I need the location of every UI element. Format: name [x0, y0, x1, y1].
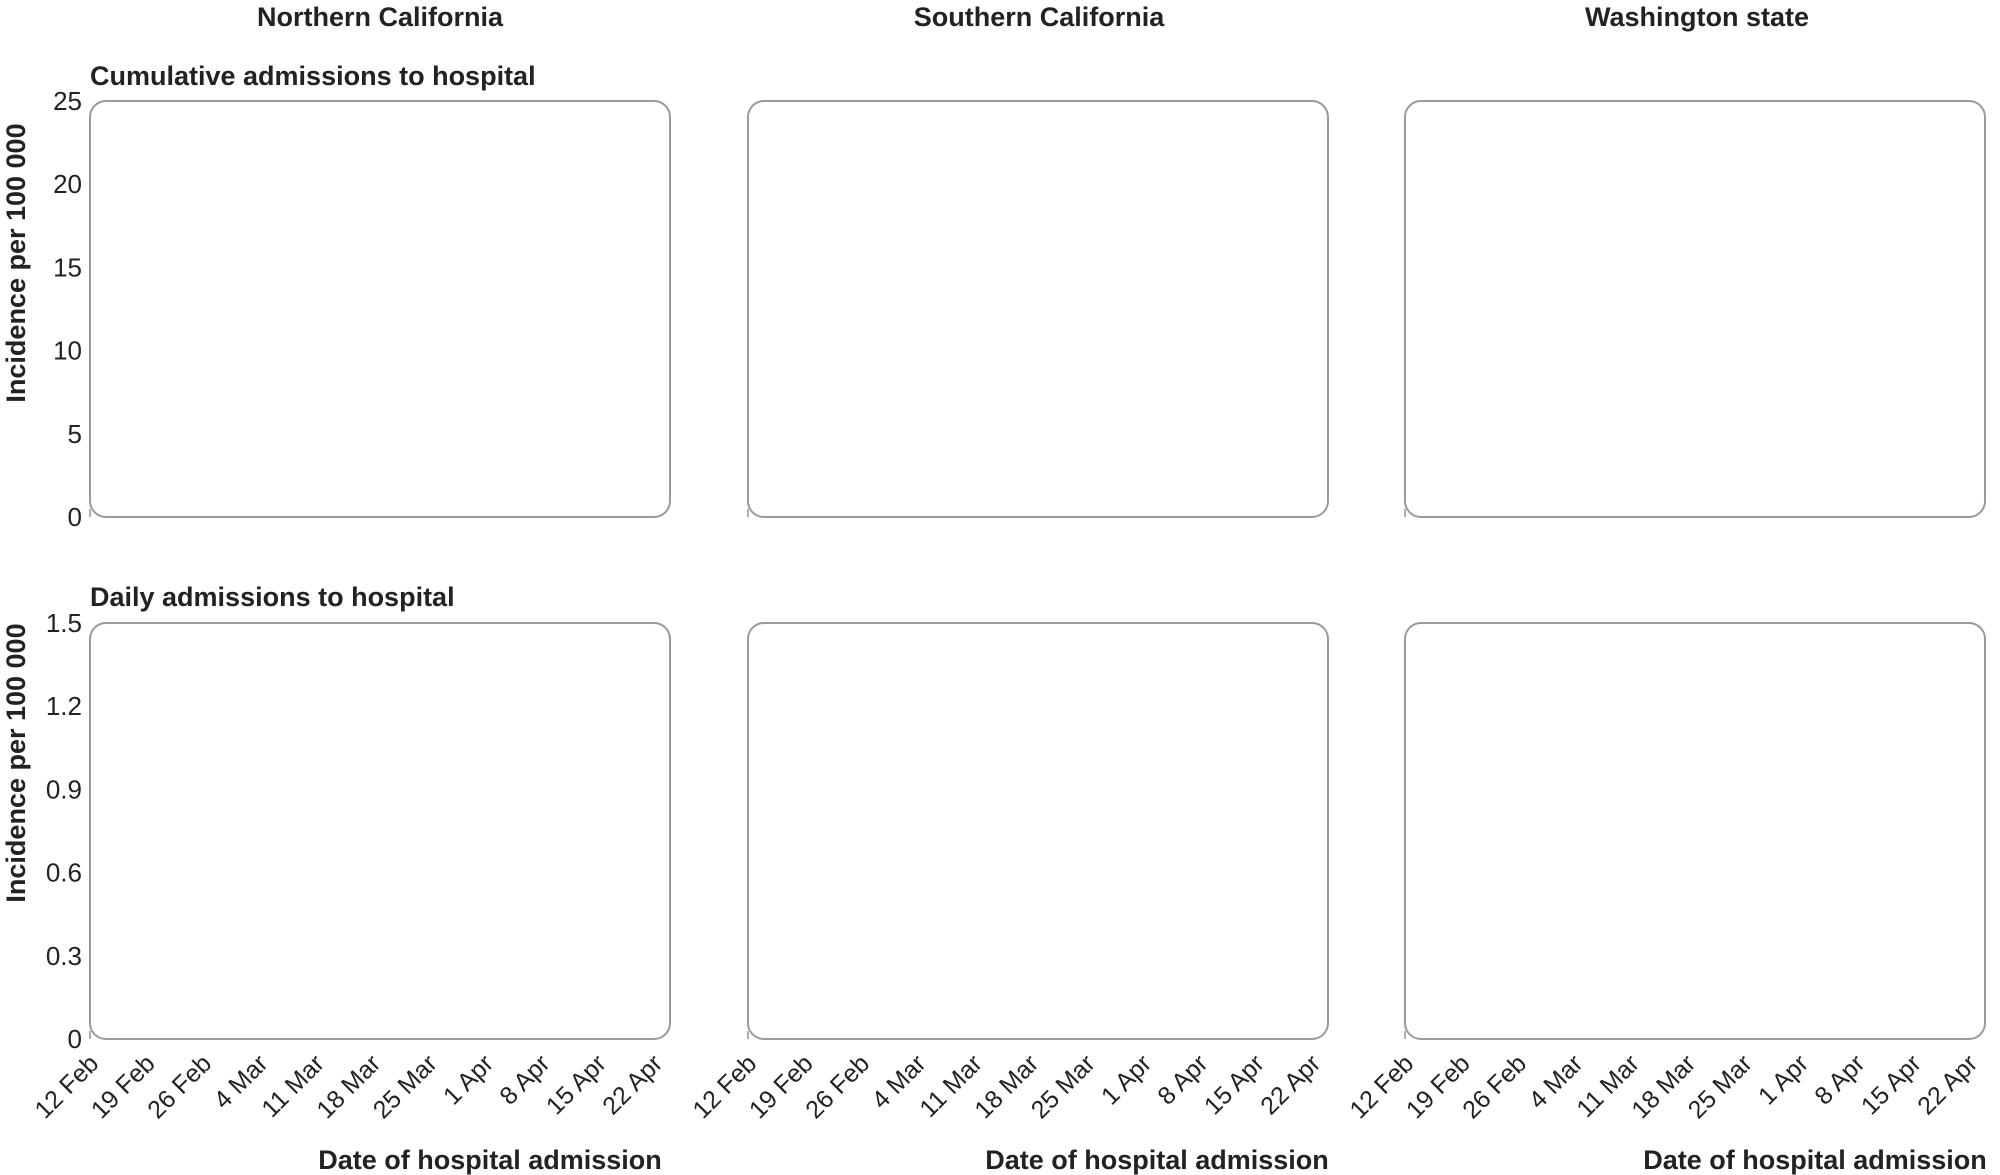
panel-northern-california-cumulative: 0 5 10 15 20 25: [53, 86, 671, 532]
y-tick-label: 0.3: [46, 941, 82, 971]
x-tick-label: 25 Mar: [368, 1049, 443, 1124]
x-tick-label: 1 Apr: [438, 1049, 499, 1110]
plot-frame: [1404, 100, 1986, 518]
x-tick-label: 15 Apr: [1856, 1049, 1927, 1120]
x-axis-label-northern-california: Date of hospital admission: [318, 1145, 662, 1175]
y-tick-label: 5: [68, 419, 82, 449]
x-tick-label: 15 Apr: [1199, 1049, 1270, 1120]
x-tick-label: 1 Apr: [1753, 1049, 1814, 1110]
panel-southern-california-cumulative: [747, 100, 1329, 518]
y-tick-label: 0.9: [46, 774, 82, 804]
row-title-cumulative: Cumulative admissions to hospital: [90, 61, 536, 91]
x-axis-label-washington-state: Date of hospital admission: [1643, 1145, 1987, 1175]
x-tick-label: 22 Apr: [1912, 1049, 1983, 1120]
x-axis-label-southern-california: Date of hospital admission: [985, 1145, 1329, 1175]
column-title-washington-state: Washington state: [1585, 2, 1809, 32]
y-tick-label: 0: [68, 1024, 82, 1054]
column-title-northern-california: Northern California: [257, 2, 504, 32]
x-tick-label: 15 Apr: [541, 1049, 612, 1120]
x-tick-label: 26 Feb: [800, 1049, 875, 1124]
plot-frame: [89, 622, 671, 1040]
y-axis-label-cumulative: Incidence per 100 000: [1, 123, 31, 402]
y-tick-label: 10: [53, 336, 82, 366]
x-tick-label: 26 Feb: [1457, 1049, 1532, 1124]
x-tick-label: 22 Apr: [1255, 1049, 1326, 1120]
plot-frame: [747, 622, 1329, 1040]
panel-washington-state-cumulative: [1404, 100, 1986, 518]
y-tick-label: 0: [68, 502, 82, 532]
y-tick-label: 0.6: [46, 858, 82, 888]
plot-frame: [747, 100, 1329, 518]
row-title-daily: Daily admissions to hospital: [90, 582, 455, 612]
y-tick-label: 20: [53, 169, 82, 199]
y-axis-label-daily: Incidence per 100 000: [1, 623, 31, 902]
x-tick-label: 1 Apr: [1096, 1049, 1157, 1110]
y-tick-label: 25: [53, 86, 82, 116]
x-tick-label: 25 Mar: [1026, 1049, 1101, 1124]
plot-frame: [89, 100, 671, 518]
y-tick-label: 1.2: [46, 691, 82, 721]
x-tick-label: 26 Feb: [142, 1049, 217, 1124]
x-tick-label: 25 Mar: [1683, 1049, 1758, 1124]
plot-frame: [1404, 622, 1986, 1040]
column-title-southern-california: Southern California: [914, 2, 1165, 32]
y-tick-label: 1.5: [46, 608, 82, 638]
x-tick-label: 22 Apr: [597, 1049, 668, 1120]
y-tick-label: 15: [53, 252, 82, 282]
